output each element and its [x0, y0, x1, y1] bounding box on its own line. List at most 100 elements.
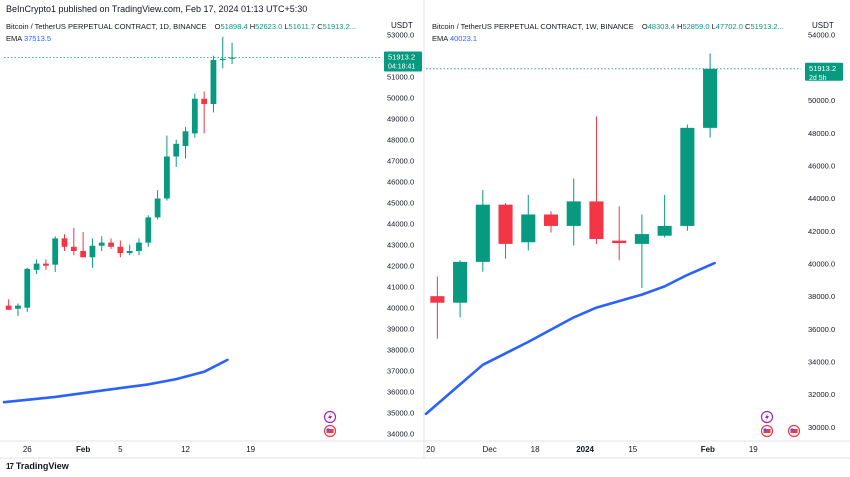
right-ema-line	[424, 261, 716, 416]
left-candle-body[interactable]	[173, 143, 180, 157]
left-candle-body[interactable]	[33, 263, 40, 270]
right-xtick-label: 15	[628, 445, 637, 454]
left-chart-title[interactable]: Bitcoin / TetherUS PERPETUAL CONTRACT, 1…	[6, 22, 207, 31]
right-candle-body[interactable]	[612, 240, 627, 244]
left-candle-body[interactable]	[210, 59, 217, 104]
left-flag-stripes-icon	[326, 429, 334, 433]
left-ohlc-close: 51913.2...	[322, 22, 356, 31]
right-candle-body[interactable]	[680, 127, 695, 226]
left-axis-unit: USDT	[391, 21, 413, 30]
tradingview-logo-icon: 17	[6, 461, 14, 471]
left-candle-body[interactable]	[52, 238, 59, 265]
right-lightning-glyph-icon	[765, 413, 769, 421]
left-ytick-label: 39000.0	[387, 325, 414, 334]
right-candle-body[interactable]	[634, 234, 649, 244]
right-ema-label: EMA	[432, 34, 448, 43]
left-ytick-label: 42000.0	[387, 262, 414, 271]
right-ytick-label: 32000.0	[808, 390, 835, 399]
right-ohlc-close-key: C	[745, 22, 751, 31]
left-candle-body[interactable]	[117, 246, 124, 254]
left-candle-body[interactable]	[108, 242, 114, 247]
left-candle-body[interactable]	[126, 251, 133, 254]
right-legend-line1: Bitcoin / TetherUS PERPETUAL CONTRACT, 1…	[432, 22, 784, 31]
right-candle-body[interactable]	[657, 225, 672, 236]
left-ytick-label: 41000.0	[387, 283, 414, 292]
right-ema-legend[interactable]: EMA 40023.1	[432, 34, 784, 43]
left-candle-body[interactable]	[24, 268, 31, 308]
left-candle-body[interactable]	[80, 251, 87, 258]
left-ohlc-close-key: C	[317, 22, 323, 31]
left-ema-legend[interactable]: EMA 37513.5	[6, 34, 356, 43]
left-candle-body[interactable]	[61, 238, 68, 247]
right-ohlc-high-key: H	[676, 22, 683, 31]
right-candle-body[interactable]	[521, 214, 536, 243]
left-candle-body[interactable]	[229, 57, 235, 59]
left-chart-legend: Bitcoin / TetherUS PERPETUAL CONTRACT, 1…	[6, 22, 356, 43]
right-xtick-label: 19	[749, 445, 758, 454]
right-ytick-label: 42000.0	[808, 227, 835, 236]
left-price-tag-box	[384, 51, 422, 72]
right-ohlc-open-key: O	[641, 22, 648, 31]
right-ytick-label: 38000.0	[808, 292, 835, 301]
right-ytick-label: 36000.0	[808, 325, 835, 334]
right-ytick-label: 30000.0	[808, 423, 835, 432]
left-candle-body[interactable]	[191, 98, 198, 134]
right-candle-body[interactable]	[543, 214, 559, 226]
right-candle-body[interactable]	[566, 201, 581, 226]
right-axis-unit: USDT	[812, 21, 834, 30]
left-ytick-label: 50000.0	[387, 94, 414, 103]
left-ema-line	[2, 358, 229, 404]
left-ytick-label: 44000.0	[387, 220, 414, 229]
right-xtick-label: 18	[531, 445, 540, 454]
right-candle-body[interactable]	[430, 296, 445, 303]
right-ohlc-open: 48303.4	[647, 22, 675, 31]
left-xtick-label: 5	[118, 445, 123, 454]
left-candle-body[interactable]	[145, 217, 152, 243]
left-ytick-label: 35000.0	[387, 409, 414, 418]
tradingview-footer-logo[interactable]: 17 TradingView	[6, 461, 69, 471]
left-ytick-label: 34000.0	[387, 430, 414, 439]
left-candle-body[interactable]	[164, 156, 170, 199]
left-xtick-label: 12	[181, 445, 190, 454]
right-ema-value: 40023.1	[449, 34, 478, 43]
right-flag-stripes-icon	[763, 429, 771, 433]
right-ytick-label: 50000.0	[808, 96, 835, 105]
left-ytick-label: 46000.0	[387, 178, 414, 187]
left-candle-body[interactable]	[98, 242, 105, 246]
left-ema-value: 37513.5	[23, 34, 52, 43]
right-xtick-label: Dec	[483, 445, 497, 454]
left-candle-body[interactable]	[5, 305, 12, 310]
left-candle-body[interactable]	[70, 246, 77, 251]
left-ohlc-low: 51611.7	[288, 22, 316, 31]
left-ytick-label: 37000.0	[387, 367, 414, 376]
right-chart-title[interactable]: Bitcoin / TetherUS PERPETUAL CONTRACT, 1…	[432, 22, 634, 31]
left-candle-body[interactable]	[15, 305, 21, 309]
left-candle-body[interactable]	[201, 98, 208, 104]
right-chart-legend: Bitcoin / TetherUS PERPETUAL CONTRACT, 1…	[432, 22, 784, 43]
right-candle-body[interactable]	[703, 68, 718, 128]
right-candle-body[interactable]	[475, 204, 490, 262]
right-price-tag-value: 51913.2	[809, 64, 836, 73]
left-xtick-label: 19	[246, 445, 255, 454]
right-ohlc-low-key: L	[711, 22, 716, 31]
left-candle-body[interactable]	[136, 242, 142, 251]
right-ytick-label: 34000.0	[808, 358, 835, 367]
left-price-tag-countdown: 04:18:41	[388, 64, 415, 71]
left-candle-body[interactable]	[154, 198, 161, 218]
left-ytick-label: 51000.0	[387, 73, 414, 82]
left-candle-body[interactable]	[219, 58, 226, 61]
left-ytick-label: 40000.0	[387, 304, 414, 313]
right-ytick-label: 54000.0	[808, 31, 835, 40]
left-legend-line1: Bitcoin / TetherUS PERPETUAL CONTRACT, 1…	[6, 22, 356, 31]
left-candle-body[interactable]	[182, 131, 189, 146]
right-candle-body[interactable]	[589, 201, 604, 239]
right-candle-body[interactable]	[453, 261, 468, 303]
left-candle-body[interactable]	[43, 263, 49, 266]
right-price-tag-countdown: 2d 5h	[809, 75, 827, 82]
left-candle-body[interactable]	[89, 245, 96, 258]
left-ohlc-high-key: H	[249, 22, 256, 31]
right-candle-body[interactable]	[498, 204, 513, 244]
right-ytick-label: 46000.0	[808, 161, 835, 170]
left-ohlc-open-key: O	[214, 22, 221, 31]
